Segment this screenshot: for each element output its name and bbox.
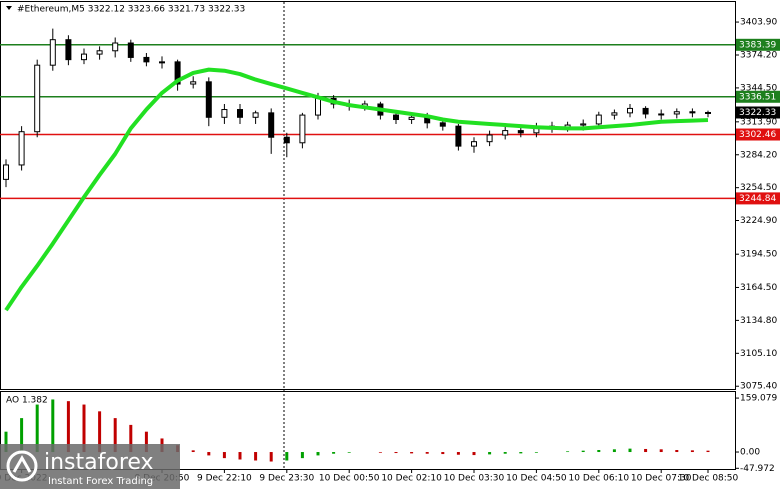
candle-body bbox=[299, 114, 306, 144]
candle-body bbox=[34, 64, 41, 133]
y-tick-label: 3105.10 bbox=[740, 349, 777, 359]
oscillator-frame bbox=[0, 391, 736, 470]
candle-body bbox=[18, 131, 25, 166]
last-price-label: 3322.33 bbox=[739, 108, 776, 118]
last-price-bg bbox=[736, 106, 780, 119]
osc-y-tick-label: -47.972 bbox=[740, 464, 775, 474]
candle-body bbox=[705, 111, 711, 114]
level-label-bg bbox=[736, 38, 780, 51]
candle-body bbox=[595, 114, 602, 125]
y-tick-label: 3284.20 bbox=[740, 150, 777, 160]
y-tick-label: 3134.80 bbox=[740, 316, 777, 326]
x-tick-label: 10 Dec 07:30 bbox=[631, 474, 692, 484]
y-tick-label: 3224.90 bbox=[740, 216, 777, 226]
osc-title: AO 1.382 bbox=[6, 396, 48, 406]
candle-body bbox=[205, 81, 212, 118]
x-tick-label: 9 Dec 23:30 bbox=[259, 474, 314, 484]
x-tick-label: 9 Dec 22:10 bbox=[197, 474, 252, 484]
x-tick-label: 10 Dec 02:10 bbox=[381, 474, 442, 484]
watermark-bg bbox=[0, 444, 180, 489]
y-tick-label: 3254.50 bbox=[740, 183, 777, 193]
level-label: 3383.39 bbox=[739, 40, 776, 50]
y-tick-label: 3374.20 bbox=[740, 50, 777, 60]
candle-body bbox=[221, 109, 228, 118]
candle-body bbox=[455, 125, 462, 147]
x-tick-label: 10 Dec 03:30 bbox=[444, 474, 505, 484]
y-tick-label: 3313.90 bbox=[740, 117, 777, 127]
watermark-brand: instaforex bbox=[44, 450, 154, 475]
level-label: 3244.84 bbox=[739, 194, 776, 204]
candle-body bbox=[112, 42, 119, 52]
y-tick-label: 3075.40 bbox=[740, 382, 777, 392]
candle-body bbox=[627, 107, 633, 114]
x-tick-label: 10 Dec 00:50 bbox=[319, 474, 380, 484]
x-tick-label: 10 Dec 06:10 bbox=[569, 474, 630, 484]
x-tick-label: 10 Dec 04:50 bbox=[506, 474, 567, 484]
level-label: 3336.51 bbox=[739, 92, 776, 102]
candle-body bbox=[393, 114, 399, 121]
candle-body bbox=[283, 136, 290, 144]
candle-body bbox=[237, 109, 243, 118]
candle-body bbox=[580, 123, 587, 126]
candle-body bbox=[439, 122, 446, 127]
candle-body bbox=[65, 39, 72, 61]
candle-body bbox=[81, 53, 87, 61]
level-label-bg bbox=[736, 90, 780, 103]
moving-average bbox=[4, 67, 709, 312]
candle-body bbox=[471, 141, 477, 147]
y-tick-label: 3403.90 bbox=[740, 18, 777, 28]
osc-y-tick-label: 159.079 bbox=[740, 394, 777, 404]
candle-body bbox=[658, 113, 665, 116]
logo-mark bbox=[12, 454, 32, 473]
candle-body bbox=[96, 50, 103, 55]
candle-body bbox=[143, 56, 150, 63]
x-tick-label: 10 Dec 08:50 bbox=[678, 474, 739, 484]
y-tick-label: 3344.50 bbox=[740, 83, 777, 93]
candle-body bbox=[49, 39, 56, 66]
candle-body bbox=[486, 134, 493, 143]
candle-body bbox=[642, 107, 649, 115]
candle-body bbox=[268, 112, 275, 138]
main-frame bbox=[0, 1, 736, 390]
candle-body bbox=[315, 97, 321, 116]
logo-icon bbox=[6, 450, 38, 482]
osc-y-tick-label: 0.00 bbox=[740, 448, 760, 458]
menu-arrow bbox=[6, 6, 12, 10]
candle-body bbox=[502, 130, 509, 136]
candle-body bbox=[127, 42, 134, 58]
candle-body bbox=[408, 116, 415, 121]
candle-body bbox=[190, 81, 197, 85]
candle-body bbox=[611, 112, 618, 116]
candle-body bbox=[3, 164, 9, 180]
candle-body bbox=[517, 130, 524, 134]
candle-body bbox=[689, 111, 696, 114]
level-label: 3302.46 bbox=[739, 130, 776, 140]
y-tick-label: 3164.50 bbox=[740, 283, 777, 293]
y-tick-label: 3194.50 bbox=[740, 250, 777, 260]
level-label-bg bbox=[736, 192, 780, 205]
candle-body bbox=[174, 61, 181, 85]
candle-body bbox=[673, 111, 680, 115]
watermark-tagline: Instant Forex Trading bbox=[48, 476, 153, 487]
chart-title: #Ethereum,M5 3322.12 3323.66 3321.73 332… bbox=[17, 5, 245, 15]
candle-body bbox=[252, 112, 259, 118]
level-label-bg bbox=[736, 128, 780, 141]
candle-body bbox=[159, 61, 165, 64]
